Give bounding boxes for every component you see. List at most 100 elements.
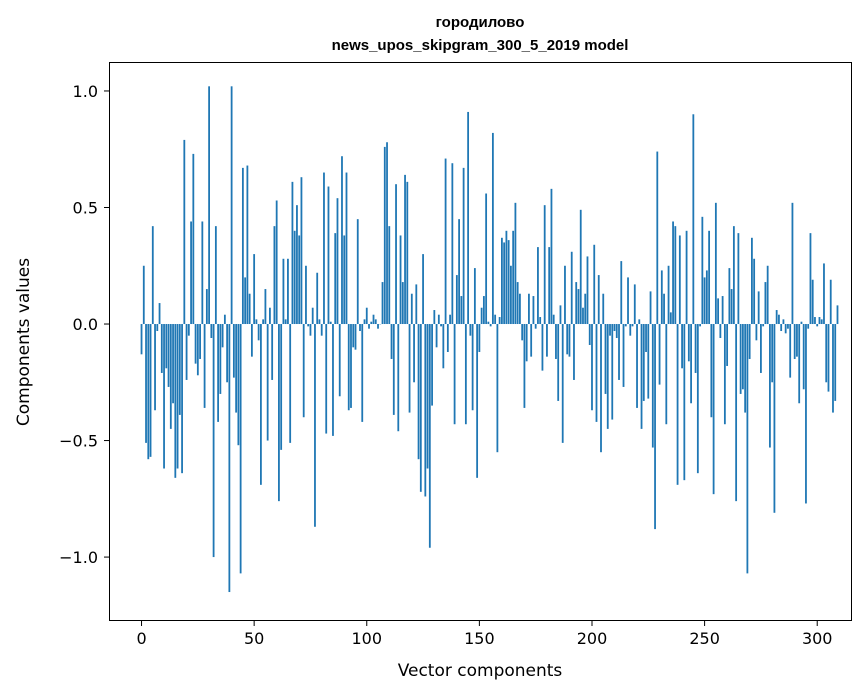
bar [744, 324, 747, 413]
bar [482, 296, 485, 325]
bar [419, 324, 422, 492]
bar [201, 221, 204, 325]
bar [399, 235, 402, 325]
bar [160, 324, 163, 373]
bar [485, 193, 488, 325]
bar [687, 324, 690, 362]
bar [246, 165, 249, 325]
x-tick-label: 200 [577, 629, 608, 648]
bar [548, 247, 551, 325]
bar [719, 324, 722, 338]
bar [437, 314, 440, 325]
bar [516, 282, 519, 325]
bar [181, 324, 183, 474]
bar [151, 226, 154, 325]
bar [167, 324, 170, 387]
bar [235, 324, 238, 413]
bar [230, 86, 233, 325]
bar [298, 235, 301, 325]
bar [629, 324, 632, 336]
bar [237, 324, 240, 446]
bar [431, 324, 433, 406]
bar [413, 324, 415, 383]
x-tick-label: 250 [689, 629, 720, 648]
bar [426, 324, 429, 469]
bar [737, 233, 740, 325]
bar [802, 324, 805, 390]
bar [760, 324, 762, 373]
bar [633, 284, 636, 325]
bar [604, 324, 607, 394]
bar [726, 324, 729, 366]
bar [365, 307, 368, 325]
bar [185, 324, 188, 380]
bar [406, 181, 409, 325]
bar [368, 324, 370, 329]
bar [561, 324, 564, 443]
bar [503, 242, 506, 325]
bar [523, 324, 526, 408]
bar [712, 324, 715, 495]
bar [464, 324, 467, 425]
bar [751, 237, 753, 325]
bar [404, 174, 406, 325]
bar [444, 158, 447, 325]
bar [187, 324, 190, 336]
bar [320, 324, 323, 336]
bar [773, 324, 776, 513]
bar [194, 324, 197, 364]
bar [291, 181, 294, 325]
x-tick-label: 300 [802, 629, 833, 648]
bar [257, 324, 260, 341]
bar [816, 324, 819, 327]
bar [392, 324, 395, 415]
bar [836, 305, 839, 325]
bar [739, 324, 742, 394]
bar [611, 324, 614, 420]
bar [455, 275, 458, 325]
bar [789, 324, 792, 378]
bar [501, 237, 503, 325]
bar [271, 324, 274, 380]
bar [820, 319, 823, 325]
bar [649, 291, 652, 325]
bar [512, 230, 515, 325]
bar [588, 324, 591, 345]
bar [183, 139, 186, 325]
bar [163, 324, 165, 469]
bar [334, 233, 337, 325]
bar [741, 324, 744, 390]
bar [302, 324, 305, 418]
bar [221, 324, 224, 348]
bar [534, 324, 537, 329]
bar [568, 324, 571, 357]
bar [352, 324, 355, 348]
bar [510, 265, 512, 325]
bar [615, 324, 618, 338]
x-axis-label: Vector components [398, 661, 563, 681]
bar [793, 324, 796, 359]
bar [721, 296, 724, 325]
bar [667, 265, 670, 325]
bar [606, 324, 609, 429]
bar [762, 324, 765, 327]
bar [530, 324, 533, 357]
bar [354, 324, 357, 350]
bar [678, 235, 681, 325]
bar [381, 282, 384, 325]
bar [356, 219, 359, 325]
x-tick-label: 0 [136, 629, 146, 648]
bar [318, 319, 321, 325]
bar [451, 163, 454, 325]
bar [778, 314, 780, 325]
bar [595, 324, 598, 422]
bar [498, 317, 501, 325]
bar [284, 319, 287, 325]
bar [363, 319, 366, 325]
bar [823, 263, 825, 325]
bar [232, 324, 235, 378]
bar [543, 205, 546, 325]
bar [361, 324, 364, 422]
bar [748, 324, 751, 359]
bar [388, 226, 391, 325]
